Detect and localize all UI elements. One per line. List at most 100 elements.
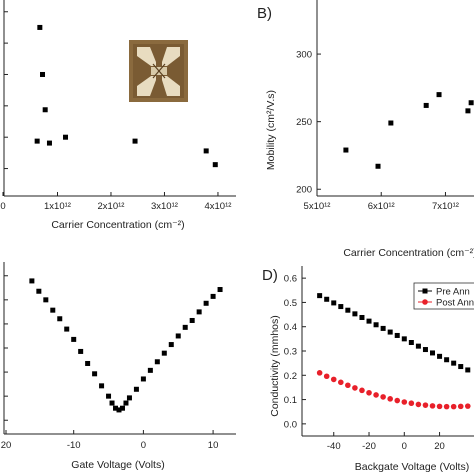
panel-d-post-ann-point [316, 370, 323, 376]
panel-a-point [42, 107, 48, 113]
panel-b-point [423, 102, 429, 108]
panel-d-legend-post-label: Post Ann [436, 298, 474, 309]
panel-d-pre-ann-point [352, 311, 358, 317]
panel-b-point [343, 147, 349, 153]
panel-b-x-tick-label: 7x10¹² [432, 201, 459, 212]
panel-b-point [468, 100, 474, 106]
panel-b-x-label: Carrier Concentration (cm⁻²) [343, 247, 474, 259]
panel-d-pre-ann-point [401, 336, 407, 342]
panel-d-x-label: Backgate Voltage (Volts) [355, 461, 469, 473]
panel-d-x-tick-label: 20 [434, 441, 445, 452]
panel-d-post-ann-point [338, 379, 344, 386]
device-contact-pad [137, 47, 156, 66]
panel-c-point [203, 300, 209, 306]
panel-b-x-tick-label: 5x10¹² [304, 201, 331, 212]
panel-d-pre-ann-point [408, 340, 414, 345]
panel-d-y-tick-label: 0.1 [284, 395, 297, 406]
panel-d-legend-box [413, 282, 474, 310]
panel-a-point [212, 162, 218, 168]
panel-d-post-ann-point [457, 403, 464, 410]
panel-d-x-tick-label: -40 [327, 441, 341, 452]
panel-a-point [40, 71, 46, 77]
panel-c-point [64, 326, 70, 332]
panel-c-x-tick-label: 0 [141, 440, 146, 451]
panel-c-point [85, 360, 91, 366]
panel-d-y-tick-label: 0.3 [284, 347, 297, 358]
panel-d-pre-ann-point [394, 332, 400, 338]
panel-b-y-tick-label: 200 [296, 185, 312, 196]
panel-d-pre-ann-point [359, 314, 365, 320]
panel-d-post-ann-point [352, 385, 358, 391]
panel-d-legend-pre-label: Pre Ann [436, 287, 470, 298]
panel-b-y-tick-label: 300 [296, 50, 312, 61]
panel-b-y-label: Mobility (cm²/V.s) [265, 90, 277, 170]
panel-a-x-tick-label: 3x10¹² [151, 201, 178, 212]
panel-b-point [465, 108, 471, 114]
panel-d-legend-pre-marker [422, 288, 428, 294]
panel-d-post-ann-point [436, 403, 443, 410]
panel-a-x-tick-label: 2x10¹² [98, 201, 125, 212]
panel-c-point [106, 393, 112, 399]
panel-d-pre-ann-point [422, 347, 428, 353]
panel-c-x-tick-label: 20 [1, 440, 12, 451]
panel-d-pre-ann-point [380, 325, 386, 331]
panel-d-y-tick-label: 0.2 [284, 371, 297, 382]
panel-d-pre-ann-point [324, 296, 330, 302]
panel-d-post-ann-point [415, 401, 422, 408]
panel-d-post-ann-point [366, 389, 372, 396]
panel-c-point [109, 400, 115, 406]
panel-c-point [29, 278, 35, 284]
panel-d-pre-ann-point [458, 364, 464, 370]
panel-d-x-tick-label: 0 [402, 441, 407, 452]
panel-d-post-ann-point [408, 400, 415, 407]
panel-d-pre-ann-point [331, 300, 337, 306]
panel-c-point [43, 297, 49, 303]
panel-d-post-ann-point [394, 397, 401, 404]
panel-d-pre-ann-point [345, 307, 351, 313]
panel-c-point [189, 317, 195, 323]
panel-a-point [46, 140, 52, 146]
device-inset-image [129, 40, 188, 102]
panel-c-point [126, 395, 132, 401]
panel-d-post-ann-point [429, 403, 436, 409]
panel-c-point [116, 407, 122, 413]
panel-c-point [210, 293, 216, 299]
panel-a-point [132, 138, 138, 144]
panel-c-point [50, 307, 56, 313]
device-contact-pad [162, 76, 180, 96]
panel-d-pre-ann-point [444, 357, 450, 363]
panel-b-point [375, 163, 381, 169]
panel-c-point [92, 371, 98, 377]
panel-c-point [78, 348, 84, 354]
device-contact-pad [162, 47, 180, 66]
panel-a-x-tick-label: 1x10¹² [44, 201, 71, 212]
panel-a-x-tick-label: 4x10¹² [204, 201, 231, 212]
panel-d-pre-ann-point [451, 360, 457, 366]
panel-d-pre-ann-point [366, 318, 372, 324]
panel-d-post-ann-point [373, 392, 379, 398]
panel-a-point [37, 24, 43, 30]
panel-d-post-ann-point [464, 403, 471, 409]
panel-d-post-ann-point [359, 387, 365, 394]
panel-c-x-label: Gate Voltage (Volts) [71, 459, 164, 471]
panel-c-x-tick-label: -10 [67, 440, 81, 451]
panel-d-y-label: Conductivity (mmhos) [269, 315, 281, 417]
panel-d-pre-ann-point [338, 304, 344, 310]
panel-c-point [71, 336, 77, 342]
panel-d-y-tick-label: 0.5 [284, 298, 297, 309]
panel-b-point [436, 92, 442, 98]
panel-c-point [119, 405, 125, 411]
panel-d-post-ann-point [345, 382, 351, 389]
panel-c-point [217, 287, 223, 293]
panel-c-point [147, 367, 153, 373]
panel-c-point [133, 386, 139, 392]
panel-d-pre-ann-point [465, 367, 471, 373]
panel-c-point [175, 333, 181, 339]
panel-d-letter: D) [262, 267, 278, 284]
panel-a-point [63, 134, 69, 140]
panel-c-point [140, 376, 146, 382]
panel-a-x-tick-label: 0 [0, 201, 5, 212]
panel-d-post-ann-point [380, 394, 386, 400]
panel-c-point [168, 342, 174, 348]
panel-c-x-tick-label: 10 [208, 440, 219, 451]
